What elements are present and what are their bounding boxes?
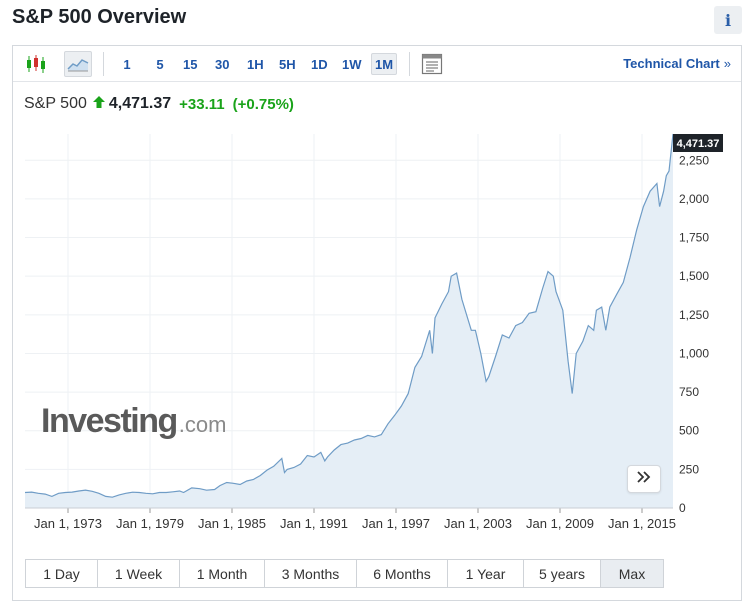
timeframe-1[interactable]: 1	[123, 56, 131, 72]
x-tick-label: Jan 1, 1973	[34, 516, 102, 531]
y-tick-label: 750	[679, 385, 699, 399]
candlestick-chart-icon[interactable]	[23, 51, 49, 77]
range-1-day[interactable]: 1 Day	[26, 560, 98, 587]
arrow-up-icon	[92, 95, 105, 113]
chart-toolbar: 1 5 15 30 1H 5H 1D 1W 1M Technical Chart…	[13, 46, 741, 82]
range-5-years[interactable]: 5 years	[524, 560, 601, 587]
timeframe-30[interactable]: 30	[215, 56, 230, 72]
price-change-percent: (+0.75%)	[232, 95, 294, 113]
technical-chart-link[interactable]: Technical Chart»	[623, 56, 731, 71]
toolbar-divider	[409, 52, 410, 76]
x-tick-label: Jan 1, 1997	[362, 516, 430, 531]
x-tick-label: Jan 1, 1991	[280, 516, 348, 531]
timeframe-5h[interactable]: 5H	[279, 56, 296, 72]
last-price: 4,471.37	[108, 95, 172, 112]
y-tick-label: 250	[679, 462, 699, 476]
y-tick-label: 1,250	[679, 308, 709, 322]
range-1-week[interactable]: 1 Week	[98, 560, 180, 587]
y-tick-label: 500	[679, 424, 699, 438]
last-price-label: 4,471.37	[677, 138, 720, 150]
y-tick-label: 1,000	[679, 346, 709, 360]
range-3-months[interactable]: 3 Months	[265, 560, 357, 587]
range-selector: 1 Day 1 Week 1 Month 3 Months 6 Months 1…	[25, 559, 664, 588]
toolbar-divider	[103, 52, 104, 76]
y-tick-label: 2,000	[679, 192, 709, 206]
x-tick-label: Jan 1, 1985	[198, 516, 266, 531]
y-tick-label: 1,500	[679, 269, 709, 283]
instrument-name: S&P 500	[24, 95, 87, 112]
timeframe-15[interactable]: 15	[183, 56, 198, 72]
x-tick-label: Jan 1, 1979	[116, 516, 184, 531]
y-tick-label: 1,750	[679, 231, 709, 245]
range-1-year[interactable]: 1 Year	[448, 560, 524, 587]
range-6-months[interactable]: 6 Months	[357, 560, 448, 587]
chart-widget: 1 5 15 30 1H 5H 1D 1W 1M Technical Chart…	[12, 45, 742, 601]
x-tick-label: Jan 1, 2003	[444, 516, 512, 531]
double-chevron-right-icon	[635, 470, 653, 489]
x-tick-label: Jan 1, 2009	[526, 516, 594, 531]
price-change: +33.11	[179, 95, 225, 113]
y-tick-label: 0	[679, 501, 686, 515]
timeframe-1w[interactable]: 1W	[342, 56, 362, 72]
timeframe-1d[interactable]: 1D	[311, 56, 328, 72]
price-series-line	[24, 133, 674, 498]
range-max[interactable]: Max	[601, 560, 663, 587]
investing-logo: Investing .com	[41, 402, 226, 441]
logo-brand: Investing	[41, 402, 178, 440]
technical-chart-label: Technical Chart	[623, 56, 720, 71]
price-area-fill	[25, 134, 673, 508]
page-title: S&P 500 Overview	[12, 6, 187, 28]
scroll-to-latest-button[interactable]	[627, 465, 661, 493]
logo-suffix: .com	[178, 412, 227, 437]
timeframe-1m[interactable]: 1M	[371, 53, 398, 75]
info-button[interactable]: i	[714, 6, 742, 34]
timeframe-5[interactable]: 5	[156, 56, 164, 72]
indicators-panel-icon[interactable]	[419, 51, 445, 77]
range-1-month[interactable]: 1 Month	[180, 560, 265, 587]
last-price-marker	[673, 134, 723, 152]
x-tick-label: Jan 1, 2015	[608, 516, 676, 531]
quote-header: S&P 500 4,471.37 +33.11 (+0.75%)	[24, 95, 294, 113]
price-chart[interactable]: 0 250 500 750 1,000 1,250 1,500 1,750 2,000 2,250…	[13, 46, 741, 556]
area-chart-icon[interactable]	[64, 51, 92, 77]
timeframe-1h[interactable]: 1H	[247, 56, 264, 72]
y-tick-label: 2,250	[679, 153, 709, 167]
double-chevron-right-icon: »	[723, 56, 731, 71]
